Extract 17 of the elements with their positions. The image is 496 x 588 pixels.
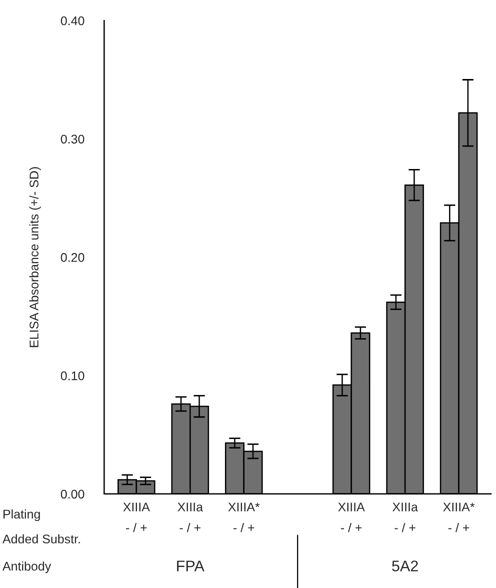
y-axis-title: ELISA Absorbance units (+/- SD) <box>29 167 41 348</box>
text: 5A2 <box>392 560 418 572</box>
y-tick-label: 0.40 <box>60 16 84 26</box>
x-tick-label: XIIIa - / + <box>392 502 418 532</box>
text: Plating <box>4 509 40 522</box>
y-tick-label: 0.20 <box>60 253 84 262</box>
x-tick-label: XIIIA - / + <box>338 502 365 532</box>
x-tick-label: XIIIA* - / + <box>228 502 260 532</box>
text: Antibody <box>2 561 52 574</box>
x-tick-label: XIIIA* - / + <box>443 502 475 532</box>
text: Added Substr. <box>2 534 80 544</box>
x-tick-label: XIIIa - / + <box>178 502 203 532</box>
text: FPA <box>177 560 204 572</box>
y-tick-label: 0.30 <box>60 134 84 144</box>
x-tick-label: XIIIA - / + <box>123 502 150 532</box>
y-tick-label: 0.00 <box>60 490 84 499</box>
y-tick-label: 0.10 <box>60 371 84 380</box>
